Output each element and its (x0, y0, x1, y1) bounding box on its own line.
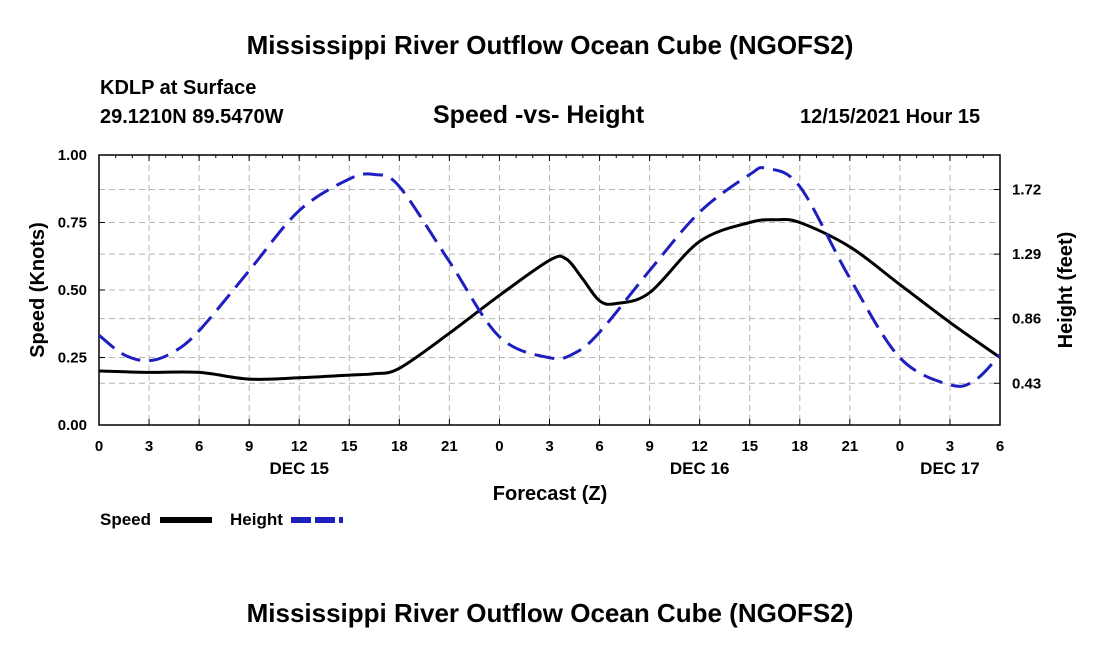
x-tick-label: 21 (441, 438, 458, 455)
y2-tick-label: 1.72 (1012, 182, 1041, 199)
x-tick-label: 0 (95, 438, 103, 455)
x-axis-label: Forecast (Z) (493, 483, 607, 505)
x-tick-label: 15 (341, 438, 358, 455)
x-tick-label: 9 (245, 438, 253, 455)
x-tick-label: 0 (495, 438, 503, 455)
y-tick-label: 1.00 (58, 147, 87, 164)
x-tick-label: 12 (291, 438, 308, 455)
day-label: DEC 17 (920, 459, 980, 478)
y2-axis-label: Height (feet) (1055, 232, 1077, 349)
legend: Speed Height (100, 510, 343, 529)
y2-tick-label: 0.86 (1012, 311, 1041, 328)
day-label: DEC 16 (670, 459, 730, 478)
x-tick-label: 6 (595, 438, 603, 455)
x-tick-label: 9 (645, 438, 653, 455)
x-tick-label: 0 (896, 438, 904, 455)
x-tick-label: 3 (145, 438, 153, 455)
x-tick-label: 3 (545, 438, 553, 455)
speed-height-chart: 0 3 6 9 12 15 18 21 0 3 6 9 12 15 18 21 0 3 6 0.00 0.25 0.50 0… (0, 0, 1100, 650)
x-tick-label: 12 (691, 438, 708, 455)
legend-label-height: Height (230, 510, 283, 529)
y-tick-label: 0.75 (58, 215, 87, 232)
x-tick-label: 21 (841, 438, 858, 455)
x-tick-label: 6 (996, 438, 1004, 455)
grid (99, 155, 1000, 425)
x-tick-label: 18 (391, 438, 408, 455)
y-tick-label: 0.25 (58, 350, 87, 367)
y-tick-label: 0.00 (58, 417, 87, 434)
x-tick-label: 15 (741, 438, 758, 455)
y2-tick-label: 0.43 (1012, 375, 1041, 392)
x-tick-label: 6 (195, 438, 203, 455)
day-label: DEC 15 (269, 459, 329, 478)
x-tick-label: 18 (791, 438, 808, 455)
y-tick-label: 0.50 (58, 282, 87, 299)
legend-label-speed: Speed (100, 510, 151, 529)
footer-title: Mississippi River Outflow Ocean Cube (NG… (0, 598, 1100, 629)
y-axis-label: Speed (Knots) (27, 222, 49, 358)
y2-tick-label: 1.29 (1012, 246, 1041, 263)
x-tick-label: 3 (946, 438, 954, 455)
